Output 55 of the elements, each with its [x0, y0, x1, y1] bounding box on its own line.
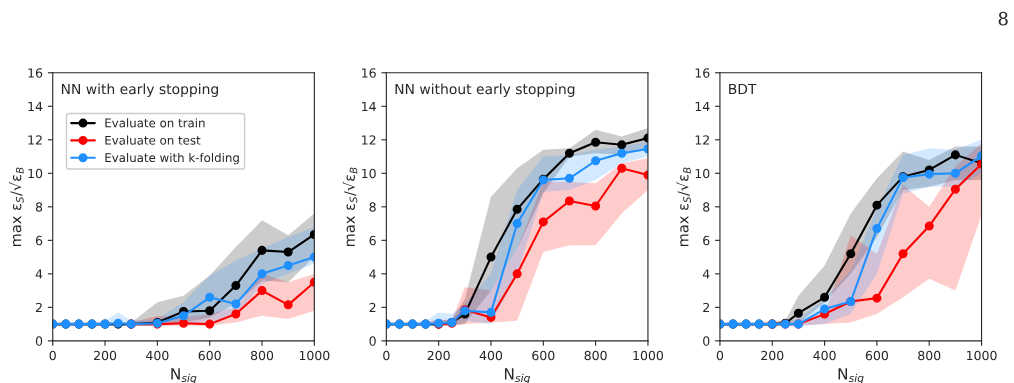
y-tick-label: 0: [369, 336, 376, 346]
y-tick-label: 6: [703, 235, 710, 246]
x-tick-label: 200: [427, 350, 450, 361]
x-tick-label: 1000: [967, 350, 997, 361]
y-tick-label: 16: [28, 68, 43, 78]
y-tick-label: 12: [695, 135, 709, 145]
x-tick-label: 0: [716, 350, 724, 361]
y-tick-label: 6: [369, 235, 376, 246]
y-tick-label: 10: [28, 168, 43, 179]
y-tick-label: 4: [35, 269, 43, 279]
y-tick-label: 2: [369, 302, 376, 313]
y-tick-label: 0: [35, 336, 43, 346]
x-tick-label: 400: [146, 350, 169, 361]
y-axis-title: max ε$_{S}$/√ε$_{B}$: [9, 167, 24, 247]
x-tick-label: 400: [813, 350, 836, 361]
y-axis-title: max ε$_{S}$/√ε$_{B}$: [342, 167, 358, 247]
legend-label: Evaluate with k-folding: [105, 152, 239, 165]
text: NN with early stopping: [61, 83, 218, 97]
x-tick-label: 800: [918, 350, 941, 361]
x-tick-label: 400: [479, 350, 503, 361]
x-tick-label: 200: [761, 350, 784, 361]
y-tick-label: 8: [703, 202, 710, 212]
y-tick-label: 0: [703, 336, 710, 346]
x-tick-label: 600: [532, 350, 555, 361]
y-tick-label: 2: [35, 302, 42, 313]
text: 8: [998, 11, 1008, 26]
y-axis-title: max ε$_{S}$/√ε$_{B}$: [676, 167, 691, 247]
y-tick-label: 14: [695, 101, 710, 112]
y-tick-label: 16: [695, 68, 710, 78]
x-tick-label: 800: [584, 350, 607, 361]
y-tick-label: 4: [369, 269, 376, 279]
y-tick-label: 6: [35, 235, 43, 246]
x-tick-label: 0: [383, 350, 390, 361]
x-tick-label: 200: [94, 350, 117, 361]
legend-label: Evaluate on test: [105, 135, 201, 145]
x-tick-label: 1000: [299, 350, 330, 361]
y-tick-label: 10: [695, 168, 710, 179]
text: BDT: [729, 83, 757, 95]
y-tick-label: 2: [703, 302, 709, 313]
x-tick-label: 800: [250, 350, 274, 361]
y-tick-label: 16: [362, 68, 376, 78]
y-tick-label: 14: [28, 101, 43, 112]
y-tick-label: 12: [362, 135, 376, 145]
x-tick-label: 0: [49, 350, 56, 361]
y-tick-label: 4: [702, 269, 710, 279]
legend-label: Evaluate on train: [105, 118, 205, 128]
y-tick-label: 14: [362, 101, 376, 112]
y-tick-label: 8: [369, 202, 376, 212]
x-tick-label: 1000: [633, 350, 664, 361]
y-tick-label: 10: [362, 168, 376, 179]
text: NN without early stopping: [395, 83, 575, 97]
y-tick-label: 12: [28, 135, 42, 145]
x-tick-label: 600: [198, 350, 221, 361]
y-tick-label: 8: [35, 202, 43, 212]
x-tick-label: 600: [865, 350, 889, 361]
